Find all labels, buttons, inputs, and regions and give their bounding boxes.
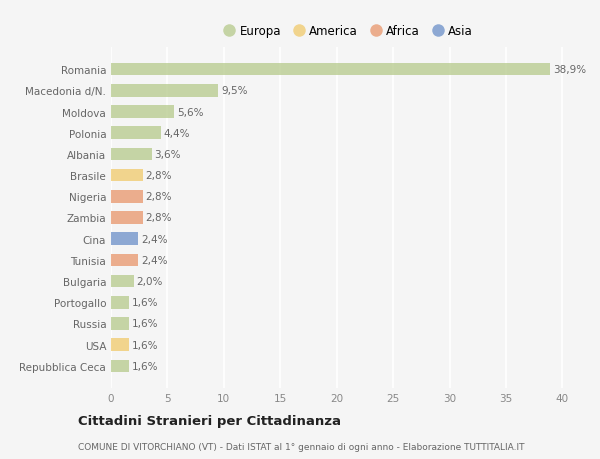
Text: 1,6%: 1,6% xyxy=(132,319,158,329)
Text: 2,0%: 2,0% xyxy=(136,276,163,286)
Text: 4,4%: 4,4% xyxy=(163,129,190,139)
Bar xyxy=(111,190,143,203)
Text: 5,6%: 5,6% xyxy=(177,107,203,117)
Bar xyxy=(111,212,143,224)
Text: 9,5%: 9,5% xyxy=(221,86,248,96)
Text: 1,6%: 1,6% xyxy=(132,340,158,350)
Text: 2,8%: 2,8% xyxy=(145,213,172,223)
Bar xyxy=(111,106,174,118)
Bar xyxy=(111,318,129,330)
Text: 2,8%: 2,8% xyxy=(145,171,172,181)
Bar xyxy=(111,127,161,140)
Text: 1,6%: 1,6% xyxy=(132,361,158,371)
Text: 38,9%: 38,9% xyxy=(553,65,586,75)
Text: 1,6%: 1,6% xyxy=(132,297,158,308)
Bar xyxy=(111,233,138,246)
Bar xyxy=(111,85,218,97)
Bar xyxy=(111,360,129,372)
Bar xyxy=(111,64,550,76)
Text: 3,6%: 3,6% xyxy=(154,150,181,160)
Bar xyxy=(111,339,129,351)
Bar xyxy=(111,169,143,182)
Text: Cittadini Stranieri per Cittadinanza: Cittadini Stranieri per Cittadinanza xyxy=(78,414,341,428)
Bar xyxy=(111,254,138,267)
Text: 2,8%: 2,8% xyxy=(145,192,172,202)
Bar xyxy=(111,148,152,161)
Text: 2,4%: 2,4% xyxy=(141,234,167,244)
Bar xyxy=(111,296,129,309)
Bar xyxy=(111,275,134,288)
Text: 2,4%: 2,4% xyxy=(141,255,167,265)
Text: COMUNE DI VITORCHIANO (VT) - Dati ISTAT al 1° gennaio di ogni anno - Elaborazion: COMUNE DI VITORCHIANO (VT) - Dati ISTAT … xyxy=(78,442,524,451)
Legend: Europa, America, Africa, Asia: Europa, America, Africa, Asia xyxy=(218,20,478,43)
